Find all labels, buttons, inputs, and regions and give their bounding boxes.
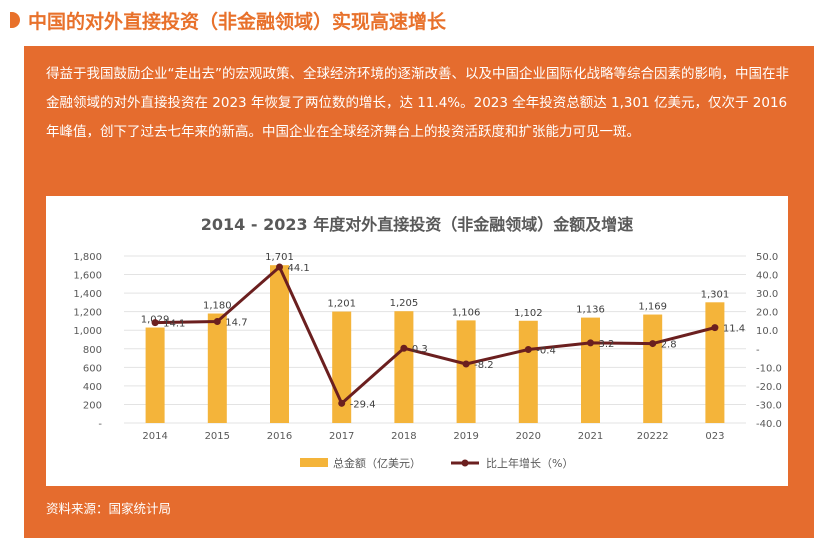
section-header: 中国的对外直接投资（非金融领域）实现高速增长 [10, 4, 446, 36]
y-right-tick-label: 40.0 [756, 271, 778, 282]
fdi-chart: 2014 - 2023 年度对外直接投资（非金融领域）金额及增速 1,0291,… [73, 215, 782, 470]
y-right-tick-label: -40.0 [756, 419, 782, 430]
y-left-tick-label: 1,600 [73, 271, 102, 282]
y-right-tick-label: -30.0 [756, 400, 782, 411]
line-data-label: -29.4 [350, 399, 376, 410]
source-note: 资料来源：国家统计局 [46, 501, 172, 516]
bar [581, 317, 600, 423]
legend-bar-swatch [300, 458, 328, 467]
chart-legend: 总金额（亿美元） 比上年增长（%） [300, 456, 573, 470]
y-right-tick-label: 50.0 [756, 252, 778, 263]
legend-bar-label: 总金额（亿美元） [333, 456, 421, 470]
x-tick-label: 20222 [637, 431, 669, 442]
bar-data-label: 1,701 [265, 252, 294, 263]
growth-point [400, 344, 408, 352]
growth-point [649, 340, 657, 348]
growth-point [338, 399, 346, 407]
y-left-tick-label: 800 [83, 345, 102, 356]
x-tick-label: 2017 [329, 431, 354, 442]
line-data-label: 2.8 [661, 340, 677, 351]
x-tick-label: 2020 [516, 431, 541, 442]
bar-data-label: 1,301 [701, 289, 730, 300]
y-right-tick-label: 30.0 [756, 289, 778, 300]
line-data-label: 44.1 [288, 263, 310, 274]
x-tick-label: 2015 [205, 431, 230, 442]
x-tick-label: 2014 [142, 431, 167, 442]
growth-point [213, 318, 221, 326]
y-left-tick-label: 1,800 [73, 252, 102, 263]
growth-point [462, 360, 470, 368]
y-left-tick-label: 200 [83, 400, 102, 411]
y-right-tick-label: -20.0 [756, 382, 782, 393]
bar-data-label: 1,169 [638, 302, 667, 313]
intro-paragraph: 得益于我国鼓励企业“走出去”的宏观政策、全球经济环境的逐渐改善、以及中国企业国际… [46, 66, 789, 140]
x-tick-label: 2016 [267, 431, 292, 442]
growth-point [524, 346, 532, 354]
line-data-label: -0.4 [536, 346, 556, 357]
content-panel: 得益于我国鼓励企业“走出去”的宏观政策、全球经济环境的逐渐改善、以及中国企业国际… [24, 46, 814, 538]
bar-data-label: 1,180 [203, 301, 232, 312]
bar [270, 265, 289, 423]
chart-container: 2014 - 2023 年度对外直接投资（非金融领域）金额及增速 1,0291,… [46, 196, 788, 486]
y-right-tick-label: -10.0 [756, 363, 782, 374]
legend-line-marker [461, 459, 469, 467]
growth-line [155, 265, 716, 405]
legend-line-label: 比上年增长（%） [486, 456, 573, 470]
x-tick-label: 2019 [453, 431, 478, 442]
bar [145, 327, 165, 423]
y-left-tick-label: 400 [83, 382, 102, 393]
line-data-label: 11.4 [723, 324, 745, 335]
bar-data-label: 1,201 [327, 299, 356, 310]
y-right-tick-label: - [756, 345, 760, 356]
line-data-label: 14.1 [163, 319, 185, 330]
y-right-tick-label: 10.0 [756, 326, 778, 337]
bullet-tab-icon [10, 12, 20, 28]
bar [518, 320, 538, 423]
line-data-label: 0.3 [412, 344, 428, 355]
bar [643, 314, 663, 423]
y-left-tick-label: - [98, 419, 102, 430]
x-tick-label: 2018 [391, 431, 416, 442]
line-data-label: 3.2 [599, 339, 615, 350]
bar-data-label: 1,136 [576, 305, 605, 316]
y-left-tick-label: 600 [83, 363, 102, 374]
bar [207, 313, 227, 423]
chart-title: 2014 - 2023 年度对外直接投资（非金融领域）金额及增速 [201, 215, 633, 234]
y-right-tick-label: 20.0 [756, 308, 778, 319]
y-left-tick-label: 1,200 [73, 308, 102, 319]
growth-point [587, 339, 594, 347]
y-left-tick-label: 1,400 [73, 289, 102, 300]
y-left-tick-label: 1,000 [73, 326, 102, 337]
bar-data-label: 1,102 [514, 308, 543, 319]
bar [705, 302, 725, 423]
page-title: 中国的对外直接投资（非金融领域）实现高速增长 [28, 10, 447, 33]
growth-point [276, 263, 283, 271]
line-data-label: -8.2 [474, 360, 494, 371]
line-data-label: 14.7 [225, 318, 247, 329]
bar [394, 311, 414, 423]
x-tick-label: 2021 [578, 431, 603, 442]
growth-point [711, 324, 719, 332]
bar [456, 320, 476, 423]
bar-data-label: 1,205 [390, 298, 419, 309]
growth-point [151, 319, 159, 327]
x-tick-label: 023 [705, 431, 724, 442]
bar-data-label: 1,106 [452, 307, 481, 318]
